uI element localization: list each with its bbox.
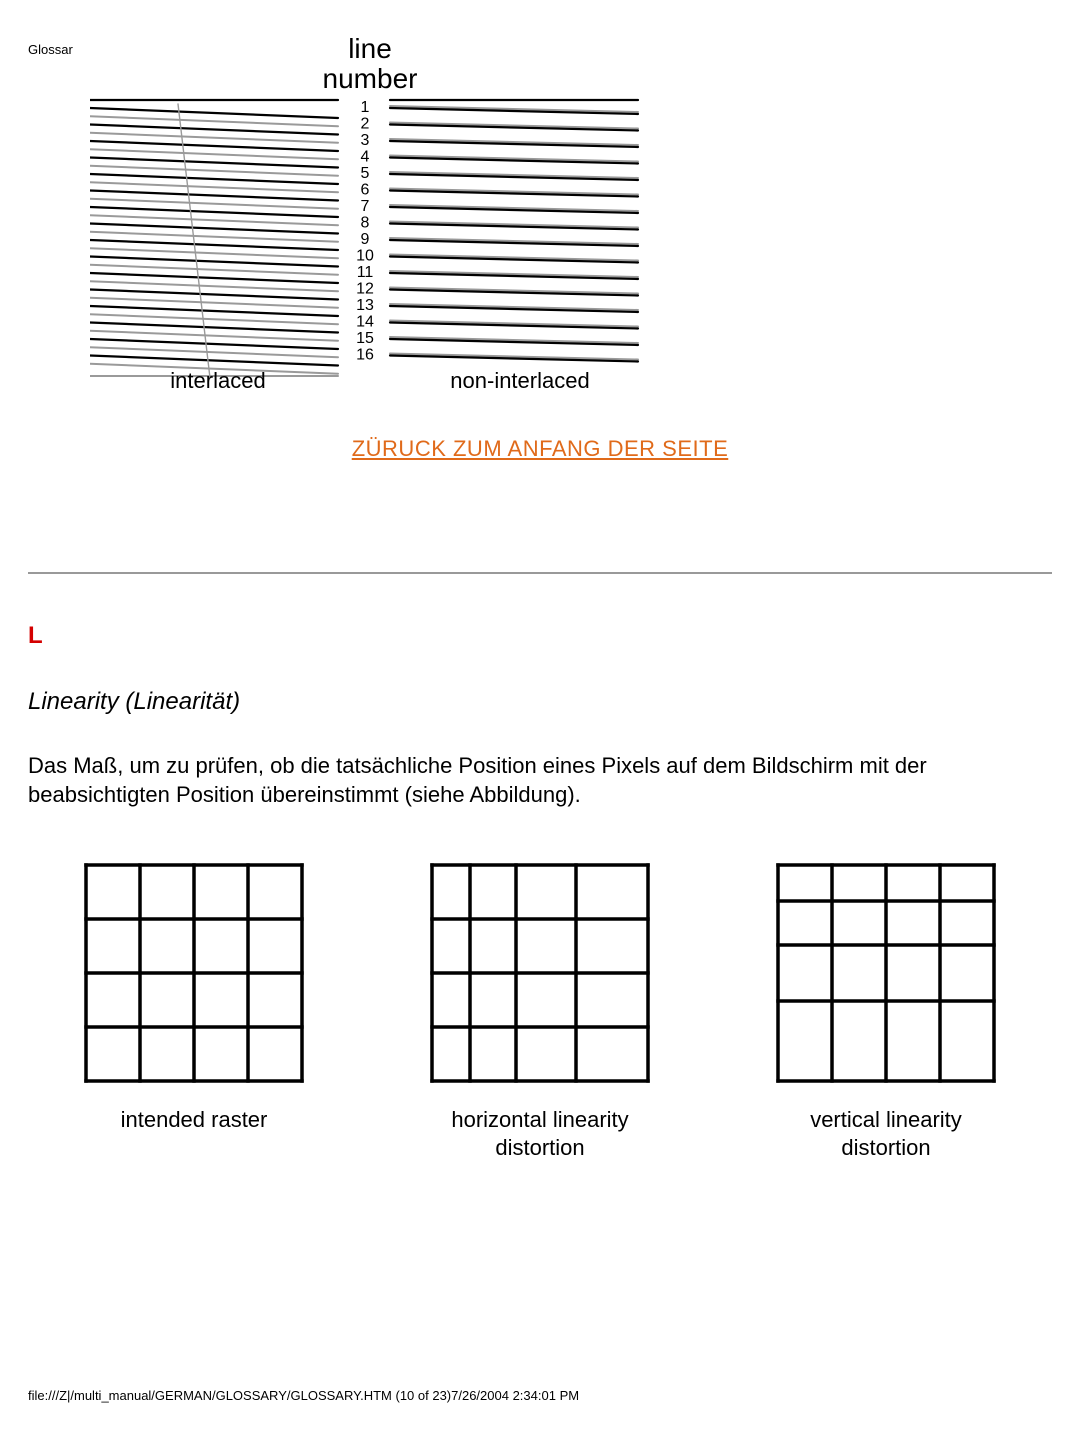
svg-text:14: 14 (356, 314, 374, 331)
svg-text:15: 15 (356, 330, 374, 347)
fig1-right-label: non-interlaced (450, 368, 589, 393)
fig1-left-label: interlaced (170, 368, 265, 393)
svg-text:4: 4 (361, 149, 370, 166)
grid-intended (74, 853, 314, 1093)
svg-text:11: 11 (357, 264, 374, 281)
svg-text:16: 16 (356, 347, 374, 364)
grid2-caption: horizontal linearity distortion (420, 1106, 660, 1161)
back-to-top-link[interactable]: ZÜRUCK ZUM ANFANG DER SEITE (28, 436, 1052, 462)
interlace-diagram: line number 12345678910111213141516 inte… (90, 36, 650, 396)
section-divider (28, 572, 1052, 574)
svg-text:3: 3 (361, 132, 370, 149)
page-footer: file:///Z|/multi_manual/GERMAN/GLOSSARY/… (28, 1388, 579, 1403)
svg-text:1: 1 (361, 99, 370, 116)
svg-text:2: 2 (361, 116, 370, 133)
glossary-definition: Das Maß, um zu prüfen, ob die tatsächlic… (28, 752, 1052, 809)
svg-text:5: 5 (361, 165, 370, 182)
svg-text:9: 9 (361, 231, 370, 248)
glossary-term: Linearity (Linearität) (28, 688, 1052, 716)
fig1-title-line2: number (323, 63, 418, 94)
section-letter: L (28, 622, 1052, 650)
svg-text:7: 7 (361, 198, 370, 215)
grid1-caption: intended raster (74, 1106, 314, 1134)
grid-horizontal-distortion (420, 853, 660, 1093)
svg-text:12: 12 (356, 281, 374, 298)
grid-vertical-distortion (766, 853, 1006, 1093)
grid3-caption: vertical linearity distortion (766, 1106, 1006, 1161)
svg-text:10: 10 (356, 248, 374, 265)
breadcrumb: Glossar (28, 42, 73, 57)
linearity-grids: intended raster horizontal linearity dis… (74, 853, 1006, 1161)
fig1-title-line1: line (348, 36, 392, 64)
svg-text:8: 8 (361, 215, 370, 232)
svg-text:6: 6 (361, 182, 370, 199)
svg-text:13: 13 (356, 297, 374, 314)
